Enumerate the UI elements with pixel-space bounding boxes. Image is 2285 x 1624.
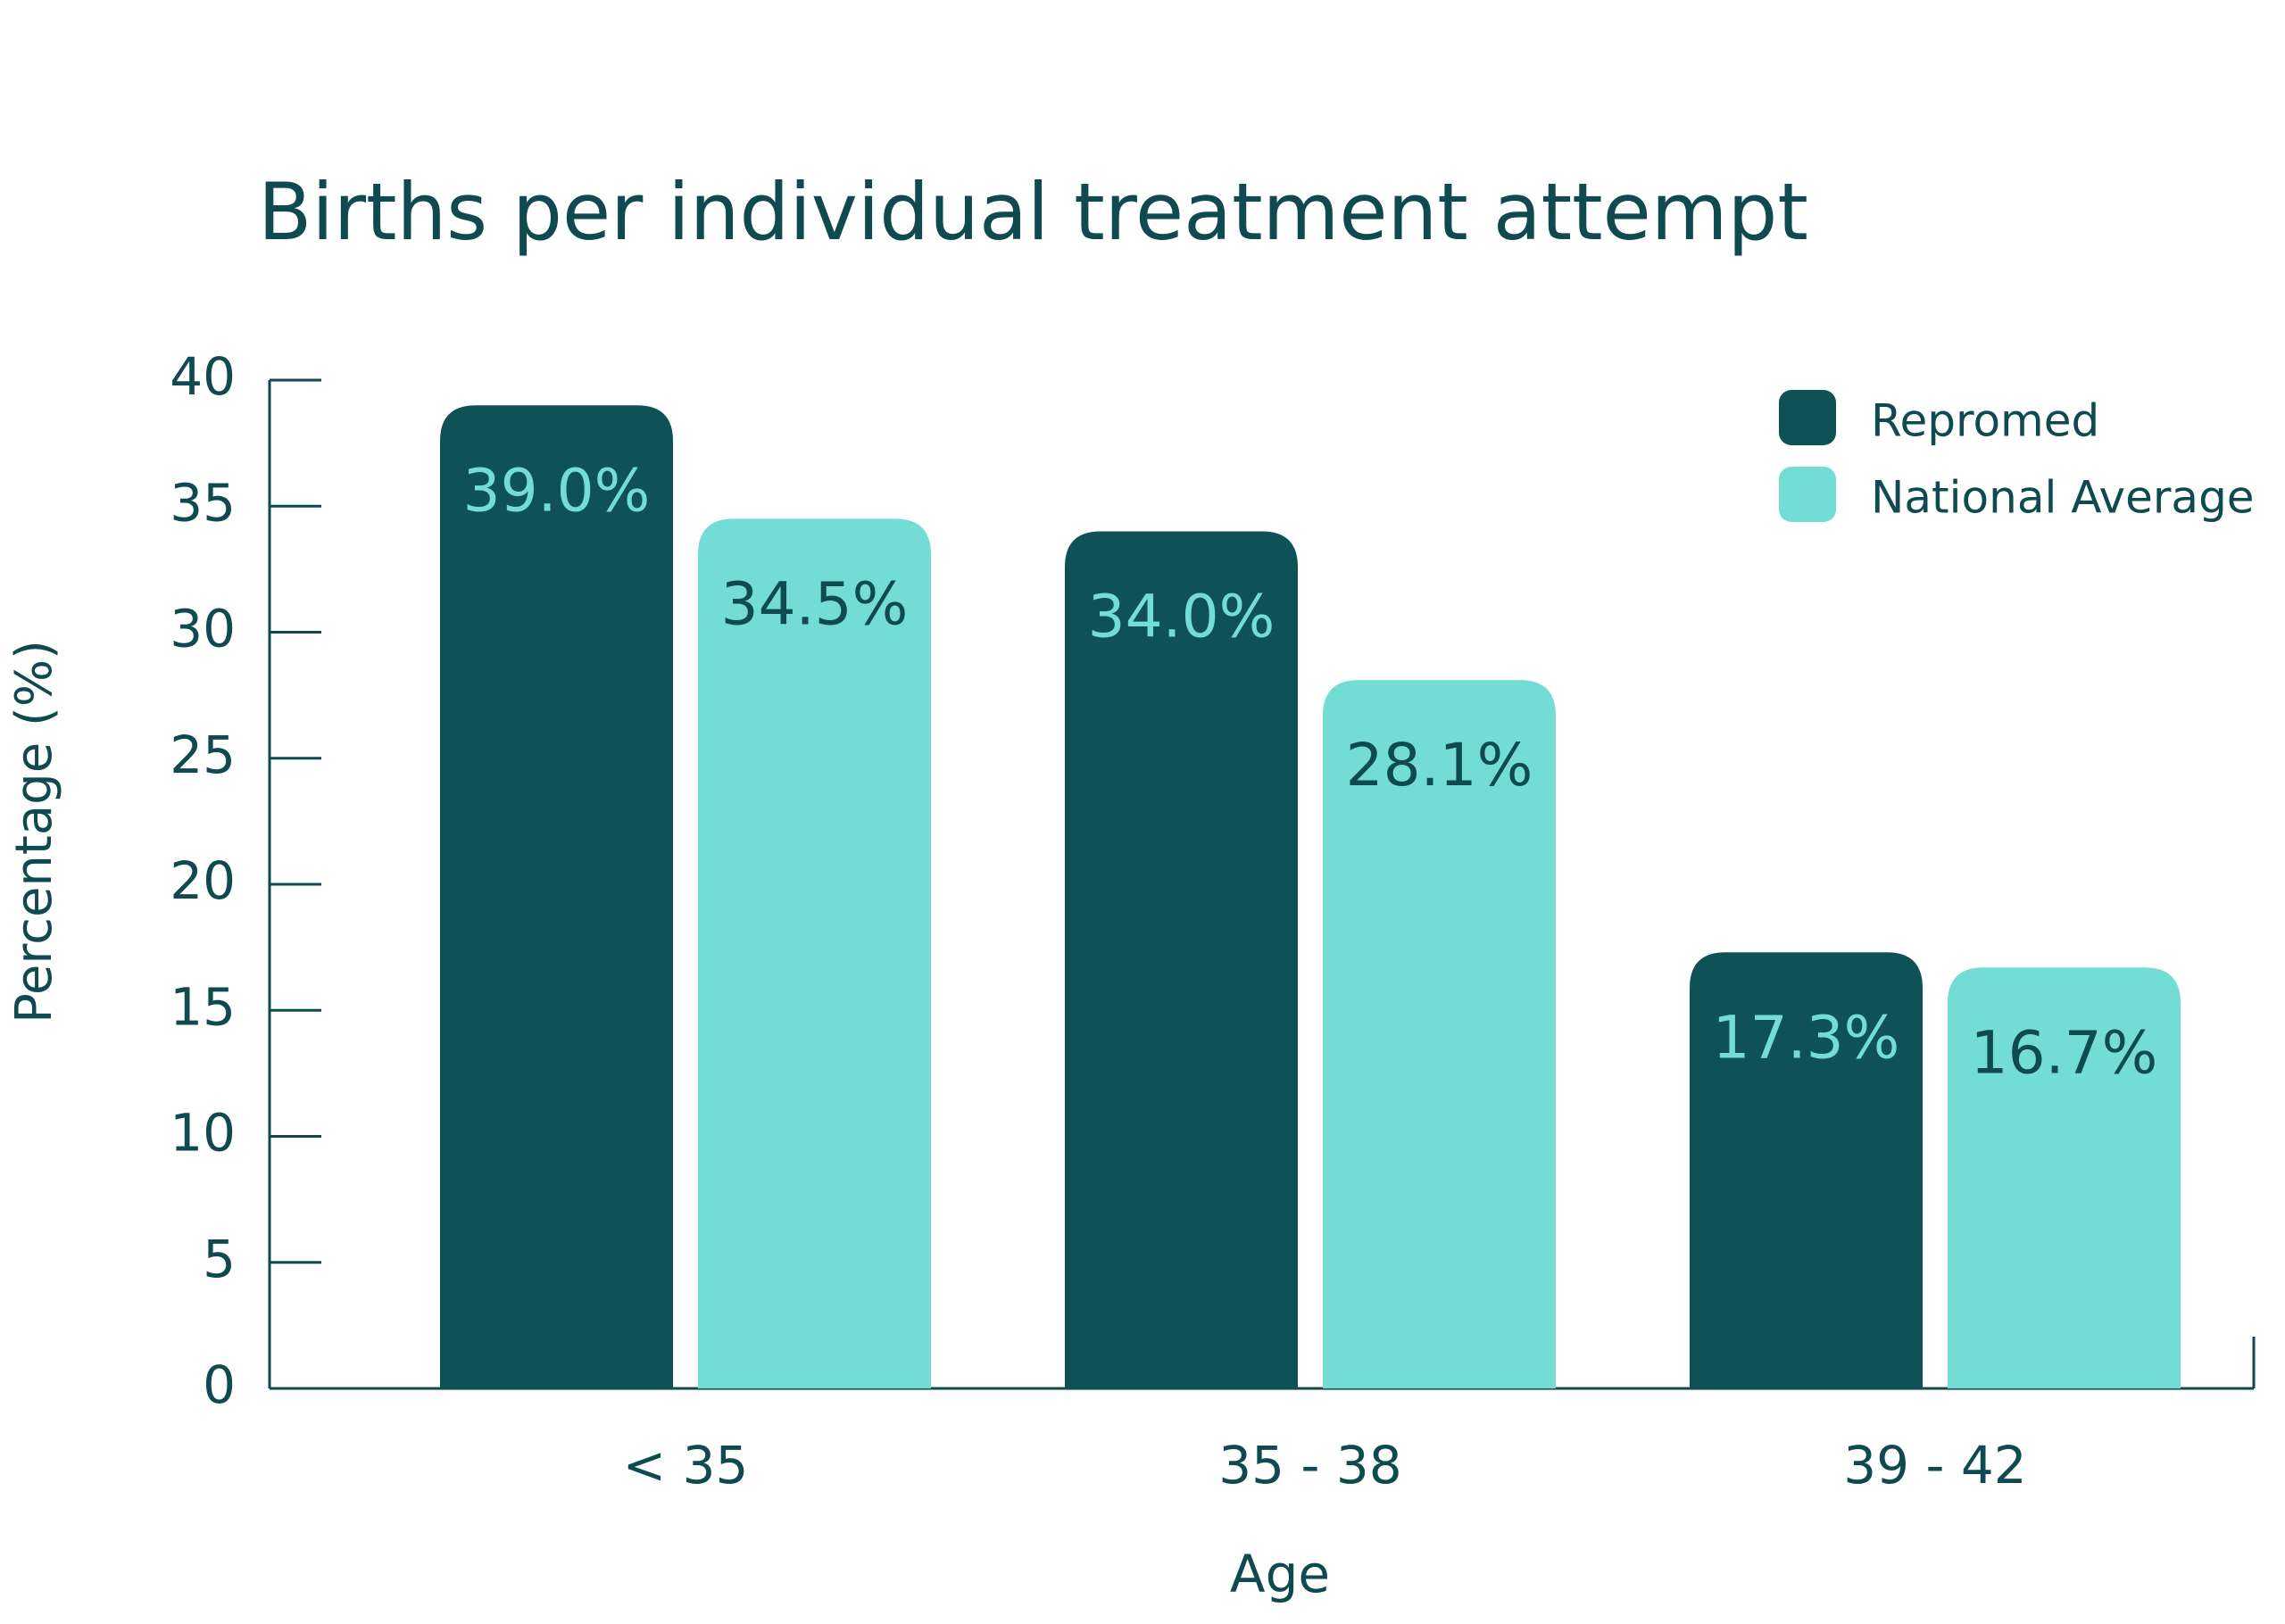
legend-label: National Average <box>1871 472 2255 524</box>
value-label: 34.5% <box>721 569 909 638</box>
bar <box>1065 531 1298 1388</box>
bar <box>698 518 931 1388</box>
value-label: 39.0% <box>463 456 651 525</box>
x-tick-label: 39 - 42 <box>1843 1435 2026 1496</box>
y-tick-label: 25 <box>170 725 236 785</box>
y-tick-label: 5 <box>203 1229 236 1289</box>
y-tick-label: 30 <box>170 599 236 659</box>
legend-label: Repromed <box>1871 395 2099 447</box>
y-tick-label: 15 <box>170 976 236 1037</box>
legend-swatch <box>1779 467 1836 522</box>
bar <box>440 405 673 1388</box>
value-label: 16.7% <box>1971 1018 2158 1087</box>
bar <box>1323 680 1556 1388</box>
y-axis-label: Percentage (%) <box>5 640 63 1023</box>
x-tick-label: 35 - 38 <box>1218 1435 1401 1496</box>
value-label: 17.3% <box>1713 1003 1900 1072</box>
legend-swatch <box>1779 390 1836 445</box>
bar <box>1690 952 1923 1388</box>
y-tick-label: 35 <box>170 472 236 533</box>
y-tick-label: 40 <box>170 346 236 407</box>
chart-title: Births per individual treatment attempt <box>258 166 1808 258</box>
value-label: 28.1% <box>1346 731 1533 800</box>
y-tick-label: 20 <box>170 850 236 911</box>
y-tick-label: 10 <box>170 1103 236 1164</box>
bar <box>1948 967 2181 1388</box>
x-tick-label: < 35 <box>623 1435 749 1496</box>
y-tick-label: 0 <box>203 1355 236 1415</box>
x-axis-label: Age <box>1230 1544 1330 1604</box>
value-label: 34.0% <box>1088 583 1275 651</box>
